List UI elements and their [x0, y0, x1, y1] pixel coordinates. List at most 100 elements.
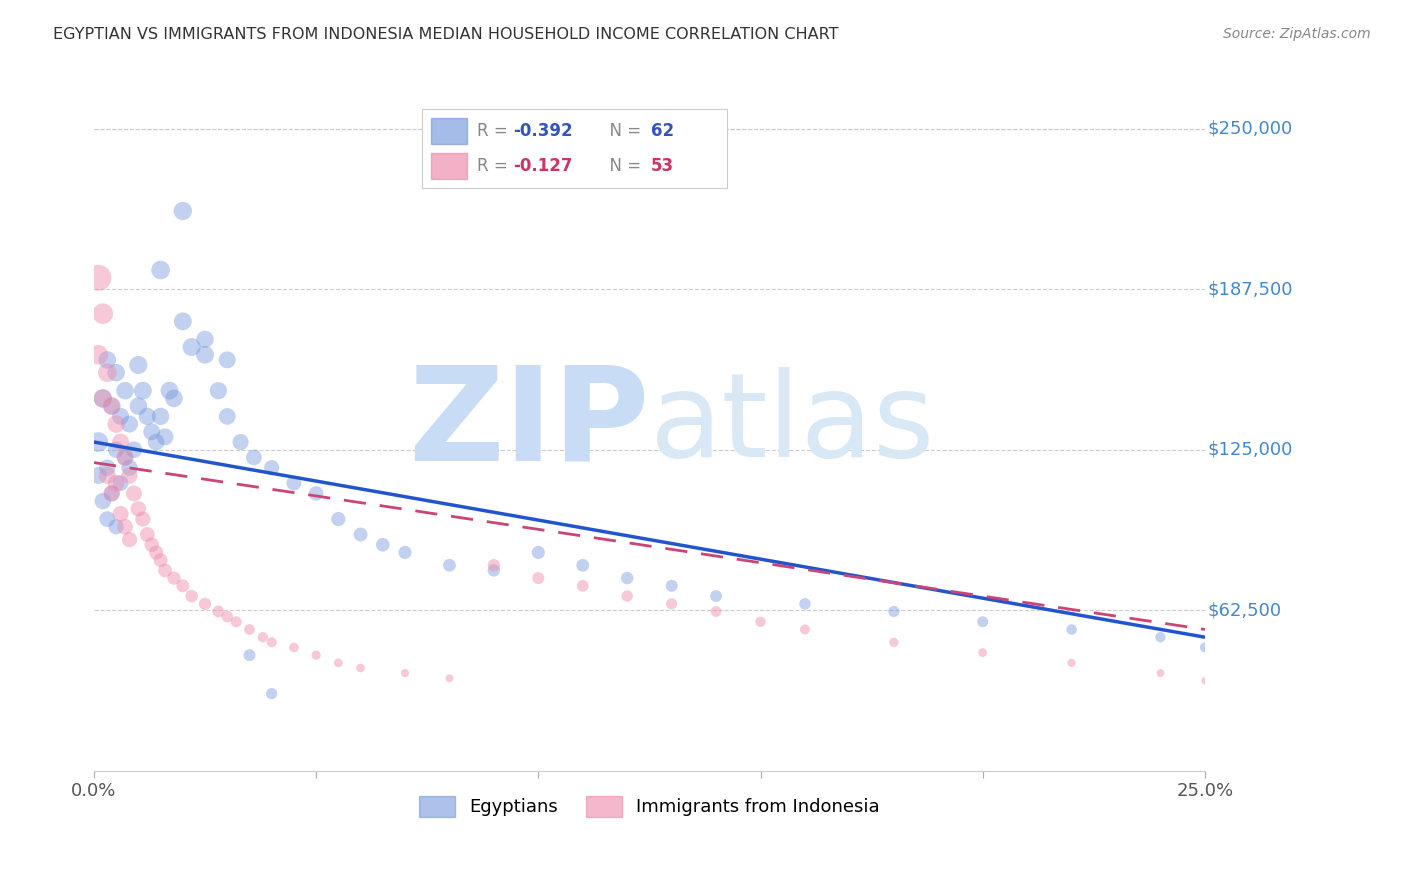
Point: [794, 597, 817, 611]
Point: [1194, 673, 1216, 688]
Point: [114, 450, 136, 465]
Point: [207, 384, 229, 398]
Point: [127, 358, 149, 372]
Point: [394, 666, 416, 681]
Point: [180, 340, 202, 354]
Point: [883, 605, 905, 619]
Point: [105, 366, 128, 380]
Point: [91, 392, 114, 406]
Point: [91, 494, 114, 508]
Point: [217, 409, 239, 424]
Point: [749, 615, 772, 629]
Point: [328, 656, 350, 670]
Point: [118, 468, 141, 483]
Point: [127, 501, 149, 516]
Point: [394, 545, 416, 559]
Point: [105, 520, 128, 534]
Point: [87, 435, 110, 450]
Point: [571, 579, 593, 593]
Point: [96, 460, 118, 475]
Point: [91, 392, 114, 406]
Point: [661, 597, 683, 611]
Point: [145, 435, 167, 450]
Point: [704, 605, 727, 619]
Text: $187,500: $187,500: [1208, 280, 1292, 298]
Point: [122, 486, 145, 500]
Text: atlas: atlas: [650, 367, 935, 482]
Point: [207, 605, 229, 619]
Point: [172, 579, 194, 593]
Point: [1060, 656, 1083, 670]
Point: [141, 538, 163, 552]
Point: [172, 203, 194, 218]
Point: [482, 563, 505, 577]
Text: EGYPTIAN VS IMMIGRANTS FROM INDONESIA MEDIAN HOUSEHOLD INCOME CORRELATION CHART: EGYPTIAN VS IMMIGRANTS FROM INDONESIA ME…: [53, 27, 839, 42]
Point: [136, 527, 159, 541]
Point: [100, 486, 122, 500]
Point: [100, 486, 122, 500]
Point: [110, 409, 132, 424]
Point: [238, 648, 260, 662]
Point: [527, 545, 550, 559]
Point: [238, 623, 260, 637]
Point: [439, 671, 461, 685]
Point: [153, 430, 176, 444]
Point: [136, 409, 159, 424]
Point: [149, 553, 172, 567]
Point: [217, 609, 239, 624]
Text: $250,000: $250,000: [1208, 120, 1292, 137]
Point: [972, 646, 994, 660]
Point: [87, 348, 110, 362]
Point: [149, 409, 172, 424]
Point: [114, 450, 136, 465]
Point: [794, 623, 817, 637]
Point: [153, 563, 176, 577]
Text: $62,500: $62,500: [1208, 601, 1281, 619]
Point: [260, 687, 283, 701]
Point: [127, 399, 149, 413]
Point: [96, 352, 118, 367]
Point: [172, 314, 194, 328]
Point: [141, 425, 163, 439]
Point: [91, 307, 114, 321]
Point: [118, 460, 141, 475]
Point: [616, 571, 638, 585]
Point: [305, 486, 328, 500]
Point: [96, 366, 118, 380]
Point: [110, 476, 132, 491]
Point: [349, 527, 371, 541]
Point: [283, 640, 305, 655]
Text: Source: ZipAtlas.com: Source: ZipAtlas.com: [1223, 27, 1371, 41]
Point: [114, 384, 136, 398]
Point: [1194, 640, 1216, 655]
Point: [439, 558, 461, 573]
Point: [163, 392, 186, 406]
Point: [283, 476, 305, 491]
Point: [194, 597, 217, 611]
Point: [105, 476, 128, 491]
Text: $125,000: $125,000: [1208, 441, 1292, 458]
Point: [194, 348, 217, 362]
Point: [163, 571, 186, 585]
Point: [96, 468, 118, 483]
Point: [149, 263, 172, 277]
Point: [260, 635, 283, 649]
Point: [105, 442, 128, 457]
Point: [243, 450, 266, 465]
Point: [110, 507, 132, 521]
Point: [260, 460, 283, 475]
Point: [305, 648, 328, 662]
Point: [252, 630, 274, 644]
Point: [96, 512, 118, 526]
Point: [704, 589, 727, 603]
Point: [87, 270, 110, 285]
Point: [661, 579, 683, 593]
Point: [110, 435, 132, 450]
Text: ZIP: ZIP: [408, 360, 650, 488]
Point: [349, 661, 371, 675]
Point: [132, 512, 155, 526]
Point: [114, 520, 136, 534]
Legend: Egyptians, Immigrants from Indonesia: Egyptians, Immigrants from Indonesia: [412, 789, 887, 824]
Point: [105, 417, 128, 431]
Point: [883, 635, 905, 649]
